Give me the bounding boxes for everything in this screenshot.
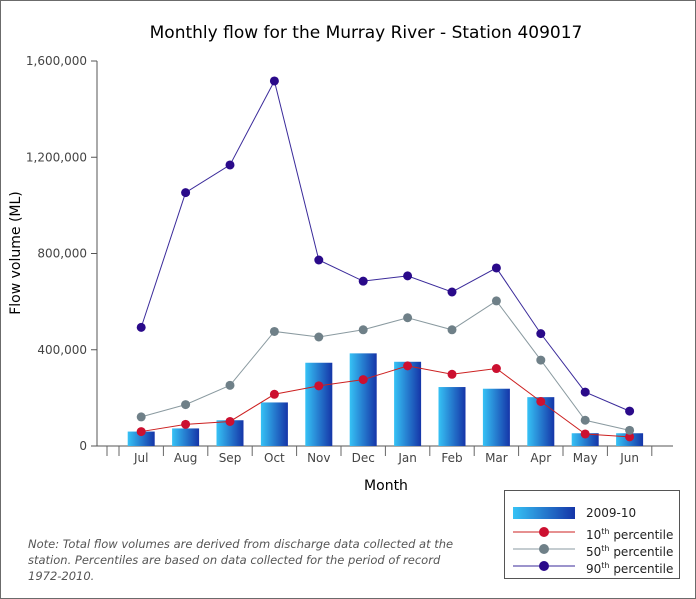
data-point — [403, 361, 413, 371]
x-tick-label: May — [573, 451, 598, 465]
data-point — [447, 325, 457, 335]
legend-swatch-bar — [513, 507, 575, 519]
footnote: Note: Total flow volumes are derived fro… — [28, 537, 454, 583]
chart-title: Monthly flow for the Murray River - Stat… — [150, 23, 583, 43]
data-point — [358, 375, 368, 385]
y-axis-label: Flow volume (ML) — [8, 191, 24, 315]
data-point — [181, 419, 191, 429]
series-p10 — [136, 361, 635, 442]
x-tick-label: Sep — [219, 451, 242, 465]
series-line — [140, 79, 630, 412]
bar — [260, 402, 288, 446]
data-point — [136, 412, 146, 422]
data-point — [225, 160, 235, 170]
bar — [305, 362, 333, 446]
data-point — [314, 332, 324, 342]
data-point — [269, 76, 279, 86]
data-point — [625, 425, 635, 435]
y-tick-label: 400,000 — [37, 343, 87, 357]
legend-label: 90th percentile — [586, 561, 674, 576]
data-point — [580, 429, 590, 439]
data-point — [491, 364, 501, 374]
data-point — [536, 329, 546, 339]
data-point — [136, 322, 146, 332]
data-point — [314, 381, 324, 391]
legend-label: 50th percentile — [586, 544, 674, 559]
y-tick-label: 0 — [79, 439, 87, 453]
x-tick-label: Dec — [352, 451, 375, 465]
series-line — [141, 300, 630, 431]
data-point — [580, 387, 590, 397]
x-tick-label: Oct — [264, 451, 285, 465]
series-p50 — [136, 296, 635, 435]
bar — [438, 387, 466, 446]
data-point — [136, 427, 146, 437]
x-tick-label: Feb — [441, 451, 462, 465]
legend-swatch-p50 — [513, 544, 575, 554]
legend-swatch-p90 — [513, 561, 575, 571]
data-point — [403, 313, 413, 323]
y-tick-label: 1,200,000 — [26, 150, 87, 164]
data-point — [225, 380, 235, 390]
data-point — [536, 355, 546, 365]
x-tick-label: Nov — [307, 451, 330, 465]
x-tick-label: Jun — [619, 451, 639, 465]
data-point — [181, 400, 191, 410]
data-point — [447, 287, 457, 297]
x-tick-label: Mar — [485, 451, 508, 465]
data-point — [403, 271, 413, 281]
bar — [127, 431, 155, 446]
data-point — [358, 325, 368, 335]
bar — [349, 353, 377, 446]
legend-item-2009-10: 2009-10 — [505, 505, 679, 521]
series-p90 — [136, 76, 635, 416]
x-ticks: Jul Aug Sep Oct Nov Dec Jan Feb Mar Apr May Jun — [106, 446, 653, 465]
bars — [127, 353, 644, 446]
data-point — [580, 415, 590, 425]
bar — [172, 428, 200, 446]
data-point — [491, 263, 501, 273]
x-tick-label: Jul — [133, 451, 148, 465]
y-tick-label: 800,000 — [37, 247, 87, 261]
data-point — [225, 416, 235, 426]
y-ticks: 0 400,000 800,000 1,200,000 1,600,000 — [26, 54, 97, 453]
x-tick-label: Aug — [174, 451, 197, 465]
series-line — [141, 365, 630, 438]
series-lines — [136, 76, 635, 442]
legend-label: 2009-10 — [586, 506, 637, 520]
x-axis-label: Month — [364, 478, 408, 494]
legend-item-90th-percentile: 90th percentile — [505, 558, 679, 576]
legend-label: 10th percentile — [586, 527, 674, 542]
x-tick-label: Apr — [530, 451, 551, 465]
data-point — [269, 389, 279, 399]
y-tick-label: 1,600,000 — [26, 54, 87, 68]
bar — [482, 388, 510, 446]
data-point — [625, 432, 635, 442]
x-tick-label: Jan — [397, 451, 417, 465]
bar — [394, 361, 422, 446]
legend-item-50th-percentile: 50th percentile — [505, 541, 679, 559]
data-point — [358, 276, 368, 286]
data-point — [625, 406, 635, 416]
legend: 2009-10 10th percentile 50th percentile … — [504, 490, 680, 579]
data-point — [314, 255, 324, 265]
legend-swatch-p10 — [513, 527, 575, 537]
data-point — [491, 296, 501, 306]
data-point — [269, 326, 279, 336]
data-point — [447, 369, 457, 379]
legend-item-10th-percentile: 10th percentile — [505, 524, 679, 542]
bar — [571, 433, 599, 446]
data-point — [181, 188, 191, 198]
data-point — [536, 396, 546, 406]
